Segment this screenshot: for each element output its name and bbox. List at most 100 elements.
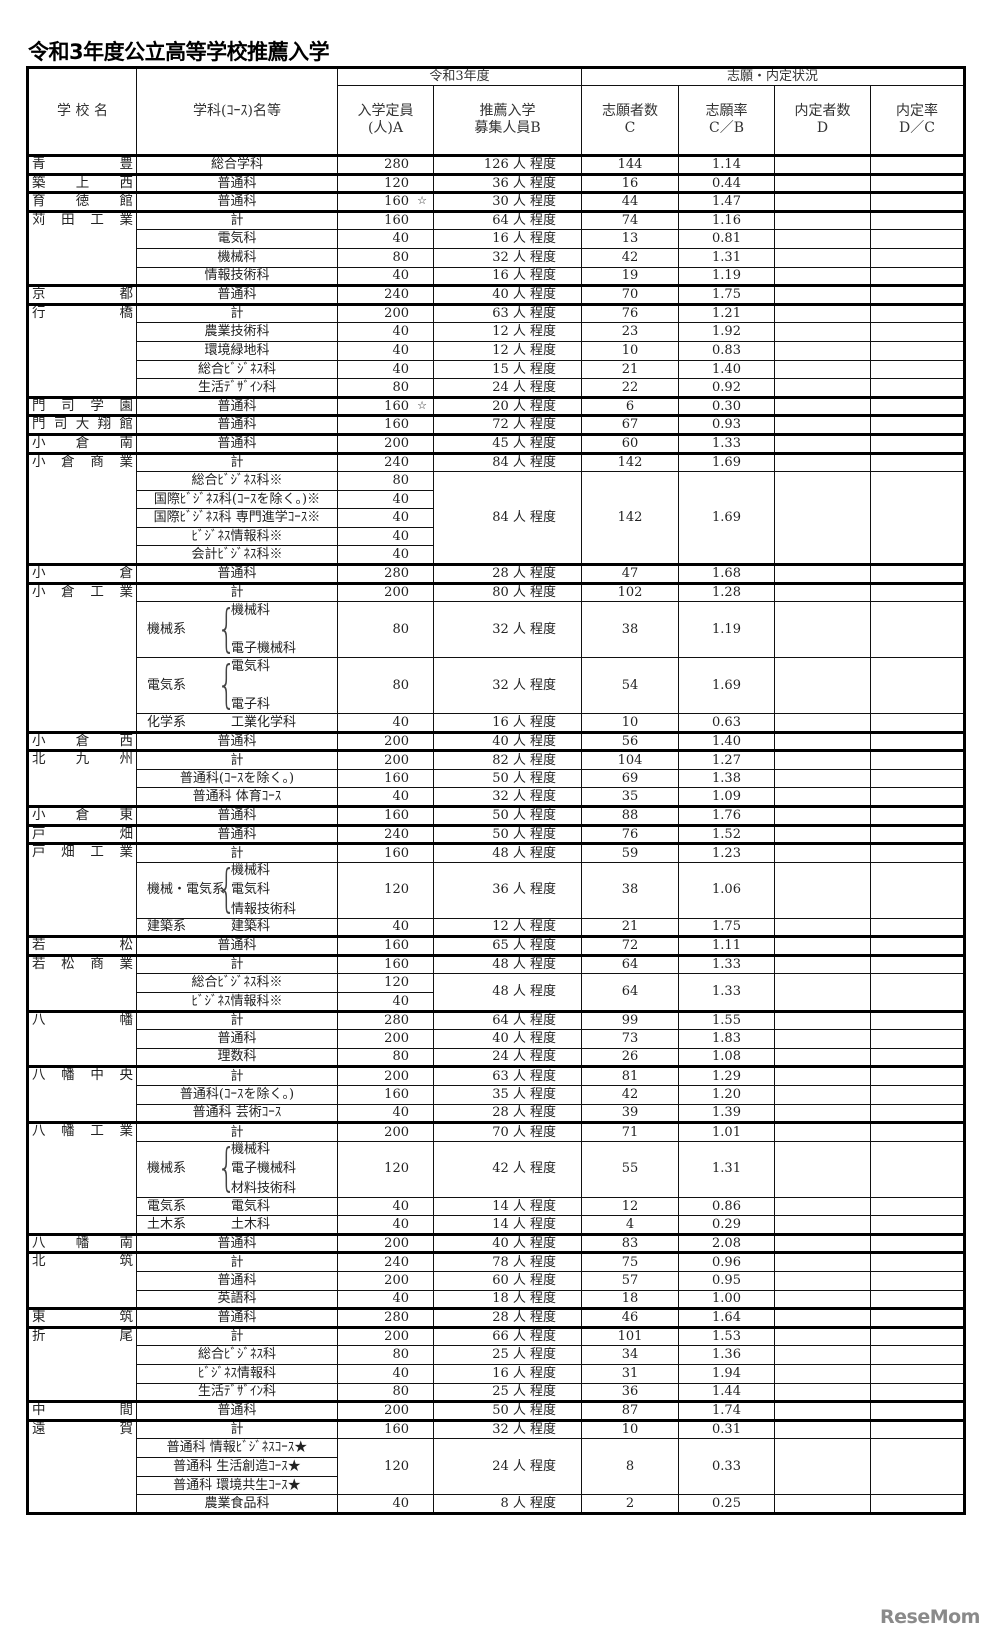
- dept-group-label: 機械系: [147, 621, 187, 637]
- capacity-value: 80: [392, 621, 409, 637]
- recruit-cell: 24 人 程度: [433, 378, 582, 398]
- capacity-cell: 200: [337, 1400, 434, 1421]
- dept-cell: ﾋﾞｼﾞﾈｽ情報科※: [136, 526, 338, 547]
- applicants-cell: 144: [581, 154, 679, 175]
- capacity-cell: 80: [337, 657, 434, 715]
- dept-group-label: 電気系: [147, 677, 187, 693]
- school-name: 小倉商業: [27, 451, 137, 567]
- recruit-cell: 80 人 程度: [433, 581, 582, 603]
- school-name: 門司学園: [27, 395, 137, 418]
- recruit-cell: 32 人 程度: [433, 657, 582, 715]
- offers-cell: [774, 1418, 871, 1440]
- applicants-cell: 22: [581, 378, 679, 398]
- school-name: 京都: [27, 284, 137, 306]
- table-row: 門司大翔館 普通科 160 72 人 程度 67 0.93: [27, 414, 966, 436]
- table-row: 小倉 普通科 280 28 人 程度 47 1.68: [27, 563, 966, 585]
- applicants-cell: 21: [581, 359, 679, 380]
- dept-item: 機械科: [231, 602, 271, 618]
- capacity-cell: 80: [337, 1047, 434, 1068]
- capacity-value: 120: [384, 175, 409, 191]
- offer-rate-cell: [869, 1140, 966, 1198]
- capacity-value: 200: [384, 585, 409, 601]
- capacity-value: 240: [384, 826, 409, 842]
- capacity-cell: 40: [337, 1364, 434, 1384]
- rate-cell: 1.31: [678, 247, 775, 268]
- school-name: 小倉南: [27, 432, 137, 455]
- recruit-cell: 12 人 程度: [433, 917, 582, 938]
- capacity-cell: 80: [337, 378, 434, 398]
- offers-cell: [774, 1438, 871, 1496]
- table-row: 総合ﾋﾞｼﾞﾈｽ科※ 120 48 人 程度 64 1.33: [28, 973, 966, 1012]
- capacity-value: 40: [392, 919, 409, 935]
- applicants-cell: 102: [581, 581, 679, 603]
- capacity-value: 40: [392, 361, 409, 377]
- dept-cell: 計: [136, 1251, 338, 1273]
- dept-group-items: 建築科: [217, 920, 270, 934]
- offer-rate-cell: [869, 1121, 966, 1142]
- dept-cell: 英語科: [136, 1289, 338, 1310]
- dept-cell: 計: [136, 1065, 338, 1087]
- capacity-cell: 40: [337, 992, 434, 1012]
- header-capacity: 入学定員 (人)A: [337, 85, 434, 156]
- dept-cell: ﾋﾞｼﾞﾈｽ情報科: [136, 1364, 338, 1384]
- header-group-status: 志願・内定状況: [580, 67, 966, 86]
- capacity-value: 40: [392, 1495, 409, 1511]
- recruit-cell: 28 人 程度: [433, 1307, 582, 1328]
- recruit-cell: 12 人 程度: [433, 322, 582, 342]
- header-group-year: 令和3年度: [337, 67, 582, 86]
- dept-cell: ﾋﾞｼﾞﾈｽ情報科※: [136, 992, 338, 1012]
- offers-cell: [774, 451, 871, 473]
- offers-cell: [774, 340, 871, 361]
- rate-cell: 0.95: [678, 1271, 775, 1291]
- dept-group: 電気系 {電気科 電子科: [138, 659, 337, 712]
- table-row: 青豊 総合学科 280 126 人 程度 144 1.14: [27, 154, 966, 176]
- dept-cell: 普通科: [136, 191, 338, 212]
- dept-item: 機械科: [231, 1142, 271, 1158]
- offer-rate-cell: [869, 1325, 966, 1347]
- applicants-cell: 104: [581, 749, 679, 770]
- capacity-value: 160: [384, 417, 409, 433]
- capacity-cell: 240: [337, 284, 434, 305]
- dept-group-label: 機械系: [147, 1161, 187, 1177]
- offer-rate-cell: [869, 657, 966, 715]
- offer-rate-cell: [869, 359, 966, 380]
- dept-group-label: 土木系: [147, 1216, 187, 1232]
- capacity-value: 40: [392, 1366, 409, 1381]
- table-row: 八幡工業計 200 70 人 程度 71 1.01: [27, 1121, 966, 1236]
- dept-group-items: 機械科 電子機械科 材料技術科: [231, 1143, 296, 1195]
- rate-cell: 2.08: [678, 1232, 775, 1254]
- table-row: 普通科(ｺｰｽを除く。) 160 35 人 程度 42 1.20: [28, 1085, 966, 1105]
- dept-cell: 普通科: [136, 1307, 338, 1328]
- dept-cell: 理数科: [136, 1047, 338, 1068]
- offer-rate-cell: [869, 432, 966, 454]
- dept-cell: 普通科(ｺｰｽを除く。): [136, 768, 338, 789]
- recruit-cell: 45 人 程度: [433, 432, 582, 454]
- capacity-cell: 280: [337, 1009, 434, 1031]
- applicants-cell: 55: [581, 1140, 679, 1198]
- rate-cell: 1.29: [678, 1065, 775, 1087]
- applicants-cell: 69: [581, 768, 679, 789]
- offer-rate-cell: [869, 1251, 966, 1273]
- rate-cell: 0.92: [678, 378, 775, 398]
- table-row: 八幡計 280 64 人 程度 99 1.55: [27, 1009, 966, 1069]
- capacity-cell: 280: [337, 154, 434, 175]
- dept-group: 機械系 {機械科 電子機械科 材料技術科: [138, 1143, 337, 1195]
- rate-cell: 1.74: [678, 1400, 775, 1421]
- offers-cell: [774, 730, 871, 752]
- dept-group-items: 機械科 電気科 情報技術科: [231, 864, 296, 916]
- rate-cell: 1.75: [678, 917, 775, 938]
- capacity-value: 40: [392, 528, 409, 544]
- dept-cell: 機械科: [136, 247, 338, 268]
- applicants-cell: 64: [581, 973, 679, 1012]
- school-name: 戸畑: [27, 823, 137, 846]
- capacity-value: 40: [392, 491, 409, 507]
- applicants-cell: 35: [581, 787, 679, 807]
- applicants-cell: 74: [581, 209, 679, 231]
- applicants-cell: 34: [581, 1345, 679, 1366]
- offers-cell: [774, 191, 871, 212]
- dept-group: 機械系 {機械科 電子機械科: [138, 602, 337, 656]
- capacity-cell: 40: [337, 1289, 434, 1310]
- capacity-value: 280: [384, 566, 409, 582]
- rate-cell: 1.36: [678, 1345, 775, 1366]
- rate-cell: 1.69: [678, 471, 775, 566]
